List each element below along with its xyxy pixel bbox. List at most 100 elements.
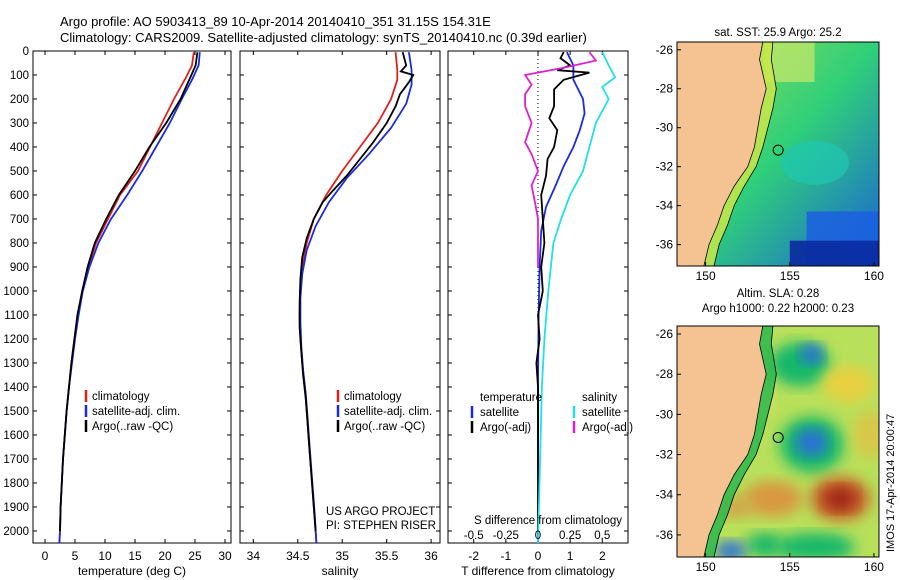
shelf-band bbox=[703, 326, 777, 557]
y-tick-label: 900 bbox=[10, 262, 29, 274]
x-tick-label: 1 bbox=[567, 549, 574, 563]
y-tick-label: 0 bbox=[23, 46, 29, 58]
legend-entry: satellite bbox=[480, 407, 519, 419]
y-tick-label: 300 bbox=[10, 118, 29, 130]
x-tick-label: 35.5 bbox=[375, 549, 399, 563]
y-tick-label: 1600 bbox=[3, 430, 29, 442]
x-tick-label: 160 bbox=[864, 560, 884, 574]
x-tick-label: 36 bbox=[424, 549, 438, 563]
map-frame bbox=[676, 325, 880, 558]
x-tick-label: 0 bbox=[535, 549, 542, 563]
series-line bbox=[535, 51, 590, 531]
x-tick-label: 0 bbox=[42, 549, 49, 563]
argo-position-marker bbox=[772, 144, 784, 156]
y-tick-label: 500 bbox=[10, 166, 29, 178]
legend-title: salinity bbox=[582, 392, 617, 404]
x-tick-label: 30 bbox=[218, 549, 232, 563]
sla-anomaly bbox=[746, 532, 783, 557]
y-tick-label: -32 bbox=[656, 160, 674, 174]
legend-entry: satellite-adj. clim. bbox=[344, 406, 432, 418]
x-tick-label: 160 bbox=[864, 269, 884, 283]
isobath-line bbox=[713, 326, 777, 557]
y-tick-label: 100 bbox=[10, 70, 29, 82]
y-tick-label: 1400 bbox=[3, 382, 29, 394]
sla-anomaly bbox=[824, 486, 857, 511]
y-tick-label: 1800 bbox=[3, 478, 29, 490]
legend-title: temperature bbox=[480, 392, 542, 404]
x-axis-label: temperature (deg C) bbox=[78, 564, 186, 578]
x-tick-label-secondary: -0.5 bbox=[464, 530, 484, 542]
x-tick-label-secondary: 0.5 bbox=[594, 530, 610, 542]
sla-anomaly bbox=[822, 366, 875, 403]
x-tick-label: 20 bbox=[158, 549, 172, 563]
annotation: PI: STEPHEN RISER bbox=[326, 520, 436, 532]
y-tick-label: -26 bbox=[656, 327, 674, 341]
plot-frame bbox=[239, 50, 441, 544]
x-tick-label: 155 bbox=[780, 269, 800, 283]
sla-anomaly bbox=[799, 344, 824, 365]
map-body bbox=[677, 42, 879, 266]
legend-entry: Argo(..raw -QC) bbox=[344, 421, 425, 433]
y-tick-label: -30 bbox=[656, 407, 674, 421]
y-tick-label: 700 bbox=[10, 214, 29, 226]
y-tick-label: 600 bbox=[10, 190, 29, 202]
y-tick-label: 1500 bbox=[3, 406, 29, 418]
sst-patch bbox=[789, 240, 879, 266]
y-tick-label: 1200 bbox=[3, 334, 29, 346]
x-tick-label: 10 bbox=[98, 549, 112, 563]
x-tick-label-secondary: 0 bbox=[535, 530, 541, 542]
series-line bbox=[537, 51, 586, 543]
series-line bbox=[537, 51, 617, 544]
y-tick-label: -26 bbox=[656, 43, 674, 57]
sst-patch bbox=[781, 140, 850, 185]
legend-entry: climatology bbox=[92, 391, 150, 403]
y-tick-label: 1100 bbox=[4, 310, 29, 322]
y-tick-label: 1700 bbox=[3, 454, 29, 466]
y-tick-label: 2000 bbox=[3, 526, 29, 538]
x-tick-label: 5 bbox=[72, 549, 79, 563]
series-line bbox=[298, 51, 415, 532]
x-axis-label: salinity bbox=[322, 564, 359, 578]
map-panel-1: 150 155 160 -26 -28 -30 -32 -34 -36 sat. SST: 25.… bbox=[656, 27, 885, 283]
profile-panel-2: 34 34.5 35 35.5 36 salinity climatology satelli… bbox=[239, 50, 441, 578]
y-tick-label: -30 bbox=[656, 121, 674, 135]
y-tick-label: -34 bbox=[656, 488, 674, 502]
legend-entry: Argo(-adj) bbox=[480, 422, 531, 434]
x-tick-label-secondary: 0.25 bbox=[559, 530, 581, 542]
x-tick-label-secondary: -0.25 bbox=[493, 530, 519, 542]
annotation: US ARGO PROJECT bbox=[326, 506, 435, 518]
map-panel-2: 150 155 160 -26 -28 -30 -32 -34 -36 Altim. SLA: 0… bbox=[656, 288, 885, 574]
land-area bbox=[677, 326, 767, 557]
x-tick-label: 25 bbox=[188, 549, 202, 563]
legend-entry: satellite bbox=[582, 407, 621, 419]
series-line bbox=[523, 51, 598, 267]
map-body bbox=[677, 326, 879, 557]
y-tick-label: 400 bbox=[10, 142, 29, 154]
x-tick-label: 150 bbox=[696, 560, 716, 574]
x-tick-label: 155 bbox=[780, 560, 800, 574]
x-axis-label: T difference from climatology bbox=[461, 564, 615, 578]
y-tick-label: -34 bbox=[656, 199, 674, 213]
plot-frame bbox=[32, 50, 232, 544]
y-tick-label: -32 bbox=[656, 448, 674, 462]
land-area bbox=[677, 42, 767, 266]
y-tick-label: 800 bbox=[10, 238, 29, 250]
x-tick-label: 15 bbox=[128, 549, 142, 563]
argo-position-marker bbox=[772, 431, 784, 443]
sla-anomaly bbox=[775, 532, 856, 557]
legend-entry: Argo(..raw -QC) bbox=[92, 421, 173, 433]
legend-entry: Argo(-adj) bbox=[582, 422, 633, 434]
map-frame bbox=[676, 41, 880, 267]
legend-entry: climatology bbox=[344, 391, 402, 403]
legend-entry: satellite-adj. clim. bbox=[92, 406, 180, 418]
y-tick-label: -36 bbox=[656, 528, 674, 542]
map-title: sat. SST: 25.9 Argo: 25.2 bbox=[714, 27, 841, 39]
y-tick-label: 1300 bbox=[3, 358, 29, 370]
sla-anomaly bbox=[714, 540, 747, 557]
x-tick-label: 150 bbox=[696, 269, 716, 283]
map-subtitle: Argo h1000: 0.22 h2000: 0.23 bbox=[702, 303, 854, 315]
y-tick-label: 200 bbox=[10, 94, 29, 106]
shelf-band bbox=[703, 42, 777, 266]
sla-anomaly bbox=[795, 428, 828, 457]
